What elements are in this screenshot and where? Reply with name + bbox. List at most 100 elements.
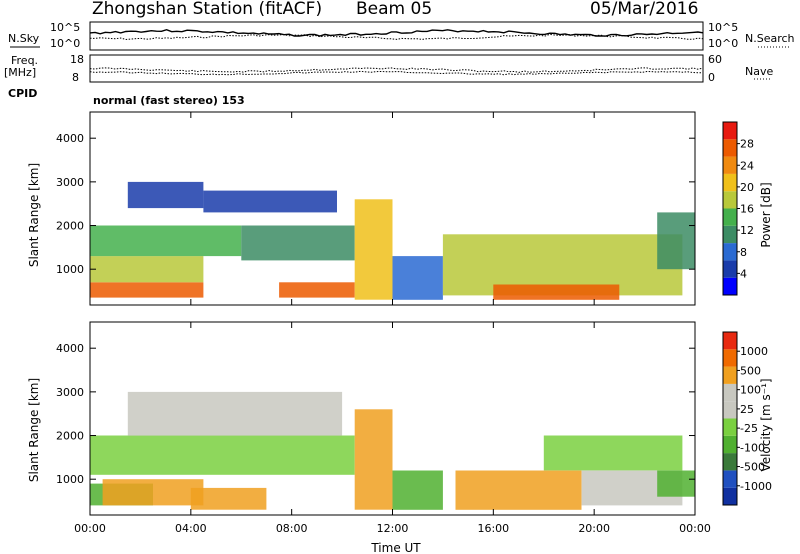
colorbar-segment (723, 243, 737, 261)
echo-region (657, 470, 695, 497)
power-colorbar-label: Power [dB] (759, 182, 773, 247)
velocity-ylabel: Slant Range [km] (27, 378, 41, 482)
y-tick-label: 1000 (56, 263, 84, 276)
nsearch-tick-top: 10^5 (708, 21, 739, 34)
colorbar-segment (723, 366, 737, 384)
colorbar-segment (723, 470, 737, 488)
beam-label: Beam 05 (356, 0, 433, 19)
x-tick-label: 00:00 (74, 522, 106, 535)
colorbar-segment (723, 122, 737, 140)
date-label: 05/Mar/2016 (590, 0, 699, 19)
colorbar-tick-label: 20 (740, 181, 754, 194)
echo-region (127, 181, 204, 209)
colorbar-tick-label: 500 (740, 364, 761, 377)
colorbar-tick-label: 12 (740, 224, 754, 237)
nave-tick-top: 60 (708, 53, 722, 66)
colorbar-tick-label: -100 (740, 441, 765, 454)
power-ylabel: Slant Range [km] (27, 163, 41, 267)
colorbar-tick-label: 4 (740, 267, 747, 280)
colorbar-segment (723, 401, 737, 419)
freq-trace (89, 67, 704, 73)
echo-region (392, 470, 443, 510)
freq-unit: [MHz] (4, 66, 37, 79)
colorbar-segment (723, 156, 737, 174)
y-tick-label: 4000 (56, 132, 84, 145)
echo-region (90, 435, 355, 475)
echo-region (203, 190, 337, 213)
x-tick-label: 04:00 (175, 522, 207, 535)
colorbar-segment (723, 332, 737, 350)
nsky-trace (89, 28, 704, 37)
colorbar-segment (723, 260, 737, 278)
nave-label: Nave (745, 65, 774, 78)
echo-region (493, 284, 620, 300)
nsearch-trace (89, 33, 704, 41)
echo-region (241, 225, 355, 261)
echo-region (657, 212, 695, 270)
power-colorbar: 4 8 12 16 20 24 28 (722, 121, 754, 296)
echo-region (543, 435, 683, 471)
nsky-tick-bottom: 10^0 (50, 37, 81, 50)
velocity-colorbar: -1000 -500 -100 -25 25 100 500 1000 (722, 331, 772, 506)
nave-tick-bottom: 0 (708, 71, 715, 84)
freq-tick-top: 18 (70, 53, 84, 66)
freq-tick-bottom: 8 (72, 71, 79, 84)
echo-region (190, 487, 267, 510)
colorbar-segment (723, 225, 737, 244)
x-tick-label: 08:00 (276, 522, 308, 535)
colorbar-tick-label: 25 (740, 403, 754, 416)
nsky-panel-frame (89, 21, 704, 51)
colorbar-tick-label: 100 (740, 384, 761, 397)
echo-region (392, 256, 443, 300)
colorbar-tick-label: -500 (740, 461, 765, 474)
x-tick-label: 00:00 (679, 522, 711, 535)
colorbar-segment (723, 173, 737, 192)
y-tick-label: 2000 (56, 430, 84, 443)
colorbar-tick-label: 24 (740, 159, 754, 172)
colorbar-frame (722, 331, 738, 506)
colorbar-segment (723, 383, 737, 402)
echo-region (102, 479, 204, 506)
nsky-label: N.Sky (8, 32, 40, 45)
x-axis-label: Time UT (370, 541, 421, 554)
nave-trace (89, 70, 703, 76)
nsky-tick-top: 10^5 (50, 21, 81, 34)
colorbar-tick-label: 8 (740, 246, 747, 259)
echo-region (90, 256, 204, 283)
colorbar-tick-label: 28 (740, 138, 754, 151)
colorbar-segment (723, 453, 737, 471)
x-tick-label: 16:00 (477, 522, 509, 535)
y-tick-label: 4000 (56, 342, 84, 355)
colorbar-tick-label: -1000 (740, 480, 772, 493)
colorbar-segment (723, 418, 737, 436)
echo-region (90, 282, 204, 298)
y-tick-label: 3000 (56, 386, 84, 399)
colorbar-segment (723, 277, 737, 295)
colorbar-segment (723, 191, 737, 209)
y-tick-label: 3000 (56, 176, 84, 189)
echo-region (354, 409, 393, 510)
x-tick-label: 12:00 (377, 522, 409, 535)
summary-lines (89, 28, 704, 76)
freq-label: Freq. (11, 54, 39, 67)
colorbar-segment (723, 435, 737, 454)
velocity-colorbar-label: Velocity [m s⁻¹] (759, 378, 773, 471)
colorbar-tick-label: 16 (740, 203, 754, 216)
y-tick-label: 1000 (56, 473, 84, 486)
station-title: Zhongshan Station (fitACF) (92, 0, 323, 19)
echo-region (127, 391, 343, 436)
nsearch-label: N.Search (745, 32, 795, 45)
echo-region (90, 225, 242, 257)
echo-region (279, 282, 355, 298)
y-tick-label: 2000 (56, 220, 84, 233)
freq-panel-frame (89, 54, 704, 83)
velocity-panel: 1000 2000 3000 4000 00:00 04:00 08:00 12:00 16:0… (56, 321, 711, 535)
colorbar-segment (723, 139, 737, 157)
colorbar-tick-label: -25 (740, 422, 758, 435)
colorbar-segment (723, 208, 737, 226)
colorbar-segment (723, 487, 737, 505)
echo-region (354, 199, 393, 300)
cpid-text: normal (fast stereo) 153 (93, 94, 245, 107)
cpid-label: CPID (8, 87, 38, 100)
